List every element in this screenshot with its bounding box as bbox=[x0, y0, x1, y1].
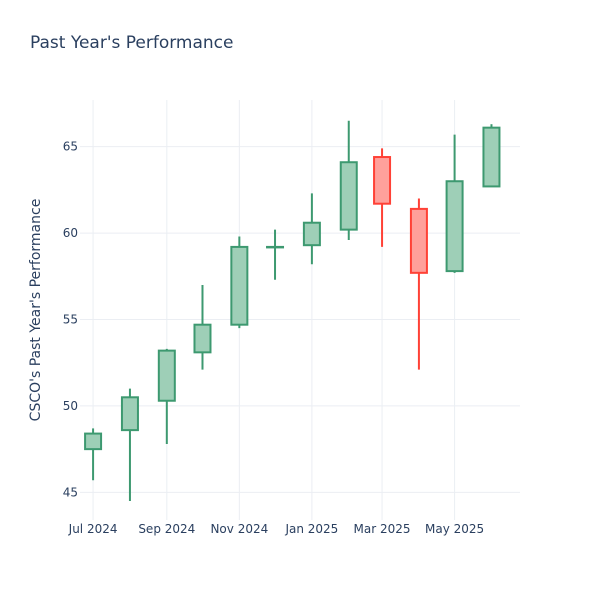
x-tick-label: Nov 2024 bbox=[210, 522, 268, 536]
candle bbox=[230, 236, 249, 329]
candle-body bbox=[157, 349, 176, 402]
candles bbox=[84, 120, 501, 501]
y-tick-label: 65 bbox=[63, 140, 78, 154]
candle bbox=[482, 124, 501, 188]
candle-body bbox=[193, 323, 212, 354]
candle-body bbox=[266, 245, 285, 249]
candle-body bbox=[409, 207, 428, 274]
candle bbox=[409, 198, 428, 370]
candle-body bbox=[120, 396, 139, 432]
chart-title: Past Year's Performance bbox=[30, 33, 234, 53]
candle bbox=[302, 193, 321, 265]
x-tick-label: Mar 2025 bbox=[354, 522, 411, 536]
y-tick-label: 45 bbox=[63, 485, 78, 499]
candle bbox=[157, 348, 176, 444]
x-tick-label: Sep 2024 bbox=[138, 522, 195, 536]
y-axis-label: CSCO's Past Year's Performance bbox=[28, 199, 44, 422]
candle bbox=[84, 428, 103, 481]
x-tick-label: Jul 2024 bbox=[68, 522, 118, 536]
y-tick-label: 50 bbox=[63, 399, 78, 413]
x-tick-label: May 2025 bbox=[425, 522, 484, 536]
candle-body bbox=[445, 180, 464, 273]
candle bbox=[120, 388, 139, 501]
y-axis-ticks: 45 50 55 60 65 bbox=[63, 140, 78, 500]
y-tick-label: 60 bbox=[63, 226, 78, 240]
candle-body bbox=[84, 432, 103, 451]
candle bbox=[193, 284, 212, 370]
candle-body bbox=[373, 156, 392, 205]
x-axis-ticks: Jul 2024 Sep 2024 Nov 2024 Jan 2025 Mar 2025… bbox=[68, 522, 485, 536]
candle bbox=[373, 148, 392, 247]
candle-body bbox=[482, 126, 501, 188]
y-tick-label: 55 bbox=[63, 313, 78, 327]
candle bbox=[339, 120, 358, 240]
candle-body bbox=[302, 221, 321, 247]
candle bbox=[266, 229, 285, 280]
candle bbox=[445, 134, 464, 273]
candle-body bbox=[339, 161, 358, 231]
x-tick-label: Jan 2025 bbox=[284, 522, 338, 536]
candle-body bbox=[230, 245, 249, 326]
